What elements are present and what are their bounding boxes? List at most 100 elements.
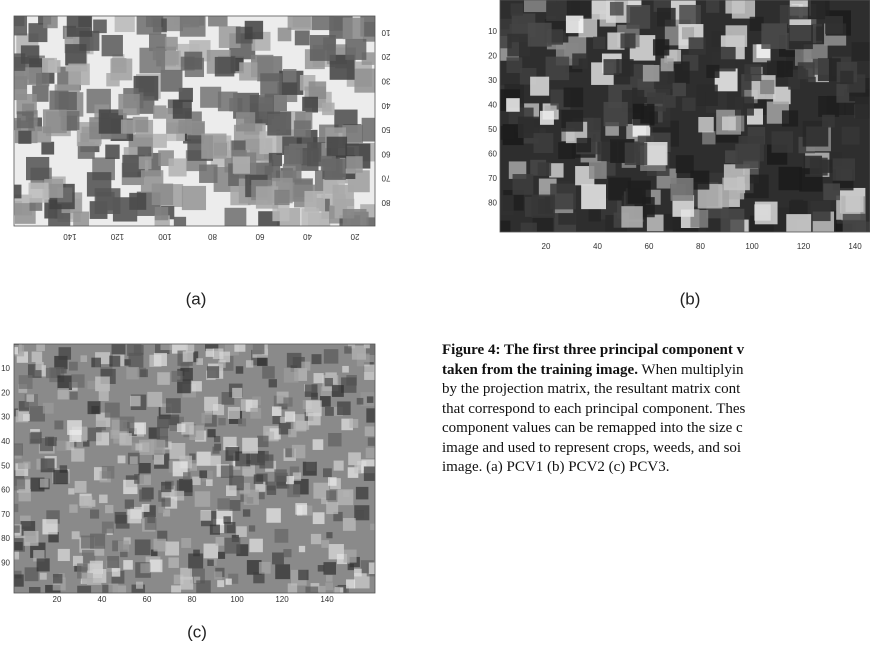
image-patch (82, 573, 93, 584)
image-patch (726, 25, 748, 47)
image-patch (108, 584, 118, 594)
image-patch (369, 562, 381, 574)
image-patch (147, 515, 155, 523)
image-patch (786, 214, 811, 239)
image-patch (23, 414, 30, 421)
image-patch (226, 579, 232, 585)
image-patch (328, 433, 341, 446)
image-patch (564, 88, 584, 108)
image-patch (141, 170, 163, 192)
image-patch (88, 401, 101, 414)
image-patch (118, 94, 139, 115)
panel-label: (a) (186, 289, 207, 308)
image-patch (274, 469, 286, 481)
image-patch (239, 62, 257, 80)
image-patch (206, 479, 213, 486)
image-patch (233, 157, 250, 174)
x-tick-label: 40 (303, 232, 312, 241)
image-patch (761, 23, 787, 49)
image-patch (230, 500, 241, 511)
image-patch (549, 163, 563, 177)
image-patch (779, 167, 802, 190)
image-patch (80, 355, 87, 362)
image-patch (14, 542, 22, 550)
image-patch (325, 407, 334, 416)
image-patch (219, 352, 230, 363)
figure: 1020304050607080140120100806040201020304… (0, 0, 870, 651)
image-patch (771, 131, 793, 153)
image-patch (61, 367, 67, 373)
x-tick-label: 20 (542, 242, 551, 251)
image-patch (234, 341, 245, 352)
image-patch (215, 57, 235, 77)
image-patch (621, 206, 642, 227)
image-patch (272, 552, 284, 564)
image-patch (326, 502, 338, 514)
image-patch (186, 344, 194, 352)
image-patch (121, 120, 135, 134)
image-patch (95, 377, 110, 392)
image-patch (344, 346, 351, 353)
image-patch (58, 388, 69, 399)
image-patch (818, 96, 839, 117)
image-patch (196, 358, 203, 365)
image-patch (161, 482, 171, 492)
y-tick-label: 50 (488, 125, 497, 134)
image-patch (110, 430, 119, 439)
image-patch (833, 158, 855, 180)
image-patch (338, 489, 354, 505)
image-patch (199, 165, 217, 183)
image-patch (810, 158, 828, 176)
image-patch (224, 522, 235, 533)
image-patch (192, 381, 202, 391)
image-patch (546, 3, 559, 16)
image-patch (744, 64, 761, 81)
image-patch (158, 507, 164, 513)
image-patch (139, 473, 150, 484)
image-patch (180, 568, 192, 580)
x-tick-label: 100 (158, 232, 172, 241)
image-patch (299, 546, 305, 552)
x-tick-label: 20 (53, 595, 62, 604)
image-patch (789, 25, 813, 49)
image-patch (275, 564, 290, 579)
image-patch (258, 97, 272, 111)
image-patch (321, 540, 329, 548)
caption-text: When multiplyin (638, 362, 744, 378)
image-patch (593, 37, 605, 49)
image-patch (262, 366, 275, 379)
image-patch (589, 161, 607, 179)
image-patch (311, 534, 321, 544)
panel-label: (b) (680, 289, 701, 308)
y-tick-label: 10 (381, 28, 390, 37)
image-patch (8, 185, 22, 199)
image-patch (115, 12, 135, 32)
image-patch (653, 39, 669, 55)
image-patch (71, 374, 84, 387)
y-tick-label: 60 (488, 150, 497, 159)
image-patch (735, 144, 760, 169)
x-tick-label: 140 (848, 242, 862, 251)
image-patch (218, 92, 238, 112)
image-patch (561, 110, 583, 132)
image-patch (356, 510, 364, 518)
image-patch (184, 52, 202, 70)
image-patch (325, 378, 333, 386)
image-patch (259, 454, 273, 468)
image-patch (532, 195, 555, 218)
image-patch (852, 42, 870, 61)
x-tick-label: 40 (98, 595, 107, 604)
image-patch (679, 5, 701, 27)
image-patch (267, 486, 276, 495)
image-patch (253, 572, 264, 583)
image-patch (69, 504, 77, 512)
image-patch (207, 560, 213, 566)
image-patch (810, 201, 830, 221)
x-tick-label: 80 (696, 242, 705, 251)
image-patch (123, 560, 133, 570)
y-tick-label: 30 (381, 76, 390, 85)
image-patch (327, 137, 347, 157)
image-patch (546, 57, 570, 81)
image-patch (313, 373, 323, 383)
image-patch (154, 353, 167, 366)
